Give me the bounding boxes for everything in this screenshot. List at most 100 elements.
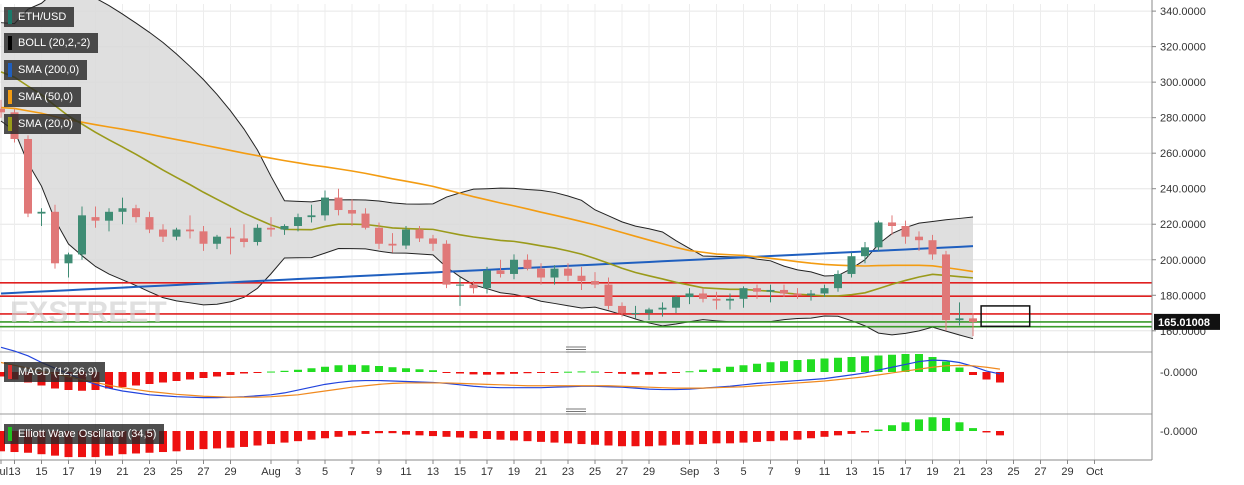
candle-body bbox=[955, 318, 964, 321]
macd-histogram-bar bbox=[550, 372, 559, 373]
candle-body bbox=[915, 236, 923, 241]
macd-histogram-bar bbox=[375, 366, 383, 372]
x-tick-label: 29 bbox=[224, 466, 236, 478]
candle-body bbox=[820, 288, 829, 294]
macd-histogram-bar bbox=[861, 356, 869, 372]
x-tick-label: 27 bbox=[197, 466, 209, 478]
macd-histogram-bar bbox=[334, 365, 343, 372]
x-tick-label: 19 bbox=[926, 466, 938, 478]
candle-body bbox=[807, 293, 815, 296]
bollinger-fill bbox=[1, 0, 973, 339]
macd-swatch bbox=[8, 365, 12, 379]
candle-body bbox=[861, 247, 869, 257]
macd-histogram-bar bbox=[834, 357, 842, 372]
macd-histogram-bar bbox=[969, 372, 977, 375]
ewo-histogram-bar bbox=[658, 431, 667, 446]
current-price-label: 165.01008 bbox=[1158, 317, 1210, 329]
macd-histogram-bar bbox=[685, 371, 694, 373]
x-tick-label: 7 bbox=[767, 466, 773, 478]
ewo-histogram-bar bbox=[699, 431, 707, 445]
ewo-histogram-bar bbox=[348, 431, 356, 436]
candle-body bbox=[618, 305, 626, 314]
macd-histogram-bar bbox=[537, 372, 545, 373]
macd-histogram-bar bbox=[699, 369, 707, 372]
candle-body bbox=[496, 270, 505, 274]
bollinger-upper bbox=[0, 0, 974, 277]
x-tick-label: 15 bbox=[872, 466, 884, 478]
candle-body bbox=[672, 297, 680, 308]
legend-ewo[interactable]: Elliott Wave Oscillator (34,5) bbox=[4, 424, 165, 444]
candle-body bbox=[226, 236, 235, 239]
macd-histogram-bar bbox=[456, 372, 464, 374]
candle-body bbox=[942, 254, 950, 321]
ewo-histogram-bar bbox=[361, 431, 370, 434]
candle-body bbox=[24, 138, 32, 214]
macd-histogram-bar bbox=[267, 371, 275, 373]
legend-macd[interactable]: MACD (12,26,9) bbox=[4, 362, 106, 382]
candle-body bbox=[78, 215, 86, 255]
macd-histogram-bar bbox=[780, 361, 788, 372]
macd-histogram-bar bbox=[280, 370, 289, 372]
legend-boll[interactable]: BOLL (20,2,-2) bbox=[4, 33, 99, 53]
macd-signal-line bbox=[0, 361, 1001, 398]
macd-histogram-bar bbox=[469, 372, 478, 375]
candle-body bbox=[523, 259, 532, 269]
ewo-histogram-bar bbox=[780, 431, 788, 441]
ewo-histogram-bar bbox=[172, 431, 181, 452]
macd-histogram-bar bbox=[793, 360, 802, 372]
candle-body bbox=[564, 268, 572, 276]
candle-body bbox=[51, 211, 59, 264]
ewo-histogram-bar bbox=[253, 431, 262, 446]
ewo-histogram-bar bbox=[537, 431, 545, 442]
candle-body bbox=[766, 289, 775, 292]
x-tick-label: 25 bbox=[170, 466, 182, 478]
macd-value-label: -0.0000 bbox=[1160, 367, 1197, 379]
candle-body bbox=[172, 229, 181, 237]
macd-histogram-bar bbox=[753, 363, 761, 372]
x-tick-label: 21 bbox=[953, 466, 965, 478]
candle-body bbox=[631, 313, 640, 315]
ewo-histogram-bar bbox=[469, 431, 478, 439]
macd-histogram-bar bbox=[604, 372, 613, 373]
macd-histogram-bar bbox=[658, 372, 667, 374]
ewo-panel bbox=[0, 408, 1152, 458]
x-tick-label: 21 bbox=[116, 466, 128, 478]
x-tick-label: 17 bbox=[62, 466, 74, 478]
x-tick-label: 27 bbox=[616, 466, 628, 478]
y-tick-label: 260.0000 bbox=[1160, 148, 1206, 160]
candle-body bbox=[105, 211, 113, 221]
legend-sma50[interactable]: SMA (50,0) bbox=[4, 87, 82, 107]
y-tick-label: 240.0000 bbox=[1160, 184, 1206, 196]
macd-histogram-bar bbox=[105, 372, 113, 389]
legend-symbol[interactable]: ETH/USD bbox=[4, 7, 75, 27]
y-tick-label: 180.0000 bbox=[1160, 290, 1206, 302]
ewo-histogram-bar bbox=[442, 431, 451, 437]
macd-histogram-bar bbox=[645, 372, 653, 375]
ewo-value-label: -0.0000 bbox=[1160, 426, 1197, 438]
macd-histogram-bar bbox=[307, 368, 316, 372]
y-tick-label: 220.0000 bbox=[1160, 219, 1206, 231]
ewo-histogram-bar bbox=[888, 425, 896, 431]
x-tick-label: Aug bbox=[261, 466, 281, 478]
boll-swatch bbox=[8, 36, 12, 50]
x-tick-label: 27 bbox=[1034, 466, 1046, 478]
candle-body bbox=[483, 270, 491, 289]
macd-histogram-bar bbox=[483, 372, 491, 375]
legend-sma20[interactable]: SMA (20,0) bbox=[4, 114, 82, 134]
macd-histogram-bar bbox=[955, 367, 964, 372]
x-tick-label: 25 bbox=[1007, 466, 1019, 478]
x-tick-label: 17 bbox=[899, 466, 911, 478]
x-tick-label: 15 bbox=[35, 466, 47, 478]
legend-sma200[interactable]: SMA (200,0) bbox=[4, 60, 88, 80]
macd-histogram-bar bbox=[766, 362, 775, 372]
ewo-histogram-bar bbox=[631, 431, 640, 447]
macd-histogram-bar bbox=[928, 357, 937, 372]
candle-body bbox=[928, 240, 937, 255]
x-tick-label: 11 bbox=[400, 466, 411, 478]
x-tick-label: 17 bbox=[481, 466, 493, 478]
x-tick-label: Oct bbox=[1086, 466, 1103, 478]
candle-body bbox=[550, 268, 559, 278]
macd-histogram-bar bbox=[820, 358, 829, 372]
macd-histogram-bar bbox=[186, 372, 194, 380]
